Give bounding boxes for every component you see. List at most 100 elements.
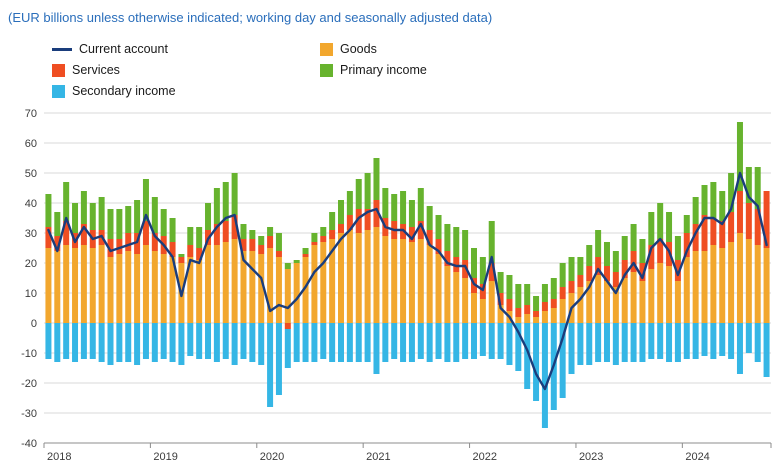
bar-segment (736, 122, 743, 191)
bar-segment (231, 323, 238, 365)
bar-segment (701, 323, 708, 356)
bar-segment (302, 323, 309, 362)
bar-segment (426, 206, 433, 230)
bar-segment (710, 182, 717, 218)
bar-segment (612, 272, 619, 287)
y-tick-label: -10 (21, 348, 37, 360)
bar-segment (417, 221, 424, 239)
bar-segment (142, 221, 149, 245)
bar-segment (479, 323, 486, 356)
bar-segment (346, 191, 353, 215)
bar-segment (683, 215, 690, 233)
bar-segment (80, 245, 87, 323)
bar-segment (320, 236, 327, 242)
bar-segment (408, 200, 415, 227)
bar-segment (533, 311, 540, 317)
bar-segment (550, 308, 557, 323)
bar-segment (666, 266, 673, 323)
bar-segment (462, 323, 469, 359)
bar-segment (302, 248, 309, 254)
bar-segment (364, 230, 371, 323)
bar-segment (657, 263, 664, 323)
bar-segment (603, 323, 610, 362)
bar-segment (151, 323, 158, 362)
bar-segment (506, 299, 513, 311)
bar-segment (249, 323, 256, 362)
bar-segment (692, 224, 699, 251)
bar-segment (187, 323, 194, 356)
bar-segment (249, 239, 256, 251)
bar-segment (107, 209, 114, 239)
bar-segment (408, 227, 415, 242)
bar-segment (89, 323, 96, 359)
bar-segment (116, 209, 123, 239)
bar-segment (80, 224, 87, 245)
bar-segment (745, 167, 752, 203)
bar-segment (213, 245, 220, 323)
bar-segment (355, 179, 362, 209)
services-swatch-icon (52, 63, 65, 77)
bar-segment (577, 257, 584, 275)
bar-segment (745, 239, 752, 323)
bar-segment (497, 293, 504, 305)
bar-segment (284, 263, 291, 269)
legend-label-primary-income: Primary income (340, 63, 427, 77)
bar-segment (54, 251, 61, 323)
bar-segment (754, 209, 761, 245)
bar-segment (533, 317, 540, 323)
bar-segment (329, 323, 336, 362)
y-tick-label: -20 (21, 378, 37, 390)
bar-segment (125, 251, 132, 323)
y-tick-label: -40 (21, 438, 37, 450)
bar-segment (338, 233, 345, 323)
bar-segment (630, 323, 637, 362)
bar-segment (107, 257, 114, 323)
bar-segment (240, 323, 247, 359)
bar-segment (568, 257, 575, 281)
bar-segment (541, 323, 548, 428)
bar-segment (196, 260, 203, 323)
bar-segment (63, 221, 70, 245)
bar-segment (470, 323, 477, 359)
bar-segment (72, 248, 79, 323)
bar-segment (577, 323, 584, 365)
bar-segment (666, 323, 673, 362)
bar-segment (187, 257, 194, 323)
bar-segment (710, 218, 717, 245)
current-account-line-marker-icon (52, 47, 72, 51)
bar-segment (710, 323, 717, 359)
bar-segment (586, 245, 593, 266)
bar-segment (603, 266, 610, 281)
bar-segment (453, 272, 460, 323)
bar-segment (763, 248, 770, 323)
y-tick-label: 30 (25, 228, 37, 240)
bar-segment (80, 323, 87, 359)
bar-segment (515, 323, 522, 371)
legend-item-goods: Goods (320, 41, 652, 57)
bar-segment (745, 203, 752, 239)
bar-segment (736, 191, 743, 233)
bar-segment (151, 197, 158, 233)
bar-segment (373, 323, 380, 374)
bar-segment (98, 323, 105, 362)
bar-segment (45, 227, 52, 248)
bar-segment (213, 323, 220, 362)
primary-income-swatch-icon (320, 63, 333, 77)
y-tick-label: 10 (25, 288, 37, 300)
bar-segment (479, 299, 486, 323)
bar-segment (391, 194, 398, 221)
bar-segment (160, 323, 167, 359)
y-tick-label: 20 (25, 258, 37, 270)
bar-segment (231, 215, 238, 239)
bar-segment (648, 323, 655, 359)
bar-segment (515, 308, 522, 317)
bar-segment (603, 281, 610, 323)
bar-segment (621, 323, 628, 362)
bar-segment (426, 245, 433, 323)
bar-segment (683, 323, 690, 359)
bar-segment (497, 272, 504, 293)
bar-segment (284, 323, 291, 329)
bar-segment (462, 260, 469, 278)
bar-segment (408, 323, 415, 362)
